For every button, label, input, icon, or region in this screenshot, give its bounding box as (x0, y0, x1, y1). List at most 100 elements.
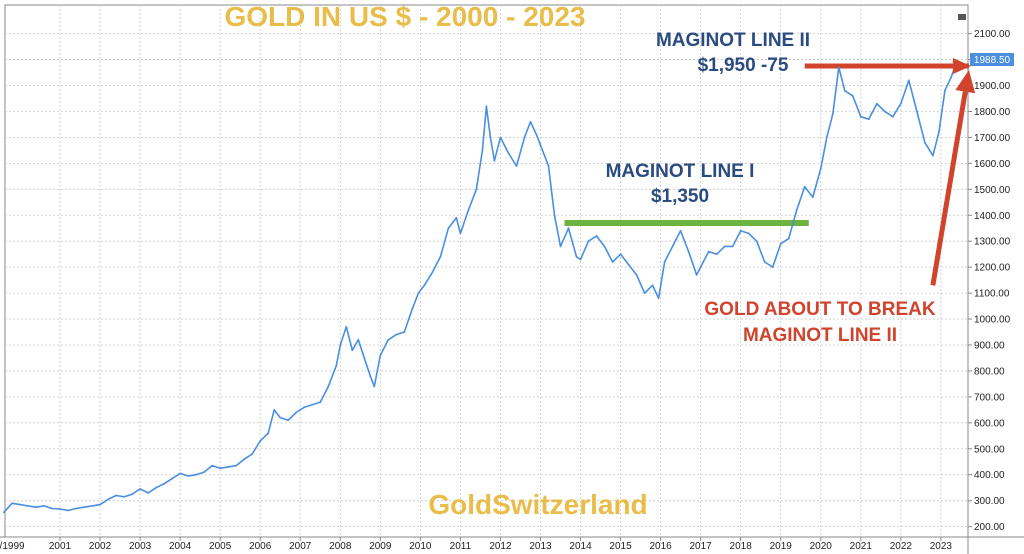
gold-price-point (619, 253, 622, 256)
gold-price-point (147, 492, 150, 494)
x-tick-label: 2020 (810, 541, 833, 552)
gold-price-point (303, 406, 306, 409)
y-tick-label: 1600.00 (974, 159, 1011, 170)
gold-price-point (91, 505, 93, 507)
maginot-line-2-value: $1,950 -75 (698, 55, 789, 76)
y-tick-label: 1500.00 (974, 185, 1011, 196)
gold-price-point (787, 237, 790, 240)
gold-price-point (899, 102, 902, 105)
gold-price-point (19, 503, 21, 506)
chart-menu-button[interactable] (958, 14, 966, 20)
y-tick-label: 1700.00 (974, 133, 1011, 144)
gold-price-point (699, 266, 702, 268)
gold-price-point (431, 271, 434, 274)
gold-price-point (535, 133, 538, 136)
gold-price-point (595, 235, 598, 237)
breakout-annotation-line1: GOLD ABOUT TO BREAK (704, 299, 935, 320)
gold-price-point (819, 167, 822, 170)
breakout-arrow (930, 58, 976, 286)
gold-price-point (515, 165, 518, 167)
gold-price-point (907, 79, 910, 82)
gold-price-point (351, 349, 354, 352)
gold-price-point (219, 467, 222, 470)
gold-price-point (575, 255, 578, 258)
gold-price-point (417, 292, 420, 294)
gold-price-point (851, 95, 854, 97)
y-tick-label: 1200.00 (974, 263, 1011, 274)
x-tick-label: 2001 (49, 541, 72, 552)
y-tick-label: 200.00 (974, 522, 1005, 533)
x-tick-label: 2010 (409, 541, 432, 552)
gold-price-point (843, 89, 846, 92)
maginot-line-1-label: MAGINOT LINE I (606, 161, 755, 182)
gold-price-point (51, 507, 53, 510)
gold-price-point (723, 245, 726, 248)
y-tick-label: 1100.00 (974, 289, 1010, 300)
gold-price-point (335, 364, 338, 367)
gold-price-point (67, 509, 69, 512)
gold-price-point (327, 385, 330, 388)
grid (0, 4, 1024, 554)
gold-price-point (883, 110, 886, 113)
breakout-arrow-shaft (930, 91, 968, 286)
gold-price-point (99, 503, 101, 506)
x-tick-label: 8/1999 (0, 541, 25, 552)
gold-price-point (539, 144, 542, 147)
gold-price-point (507, 152, 510, 154)
gold-price-point (837, 66, 840, 69)
x-tick-label: 2019 (770, 541, 793, 552)
gold-price-point (635, 274, 638, 276)
gold-price-point (357, 338, 360, 341)
gold-price-point (455, 216, 458, 219)
gold-price-point (944, 89, 946, 92)
gold-price-point (825, 136, 828, 139)
x-tick-label: 2014 (569, 541, 592, 552)
series (3, 61, 958, 514)
gold-price-point (83, 506, 85, 509)
last-price-tag: 1988.50 (970, 53, 1014, 66)
gold-price-point (657, 297, 660, 300)
gold-price-point (553, 214, 556, 217)
gold-price-point (707, 250, 710, 253)
gold-price-point (567, 227, 570, 230)
gold-price-point (938, 131, 940, 134)
gold-price-point (287, 419, 290, 422)
last-price-label: 1988.50 (974, 55, 1011, 66)
gold-price-point (59, 508, 61, 510)
gold-price-point (155, 486, 158, 489)
gold-price-point (43, 505, 45, 507)
x-tick-label: 2013 (529, 541, 552, 552)
gold-price-point (867, 118, 870, 121)
gold-price-point (319, 401, 322, 403)
gold-price-point (779, 242, 782, 245)
gold-price-point (273, 409, 276, 411)
gold-price-point (485, 105, 488, 108)
y-tick-label: 900.00 (974, 340, 1005, 351)
y-tick-label: 500.00 (974, 444, 1005, 455)
gold-price-point (795, 209, 798, 212)
gold-price-point (811, 196, 814, 199)
gold-price-point (715, 253, 718, 256)
maginot-line-2-label: MAGINOT LINE II (656, 30, 810, 51)
gold-price-point (731, 245, 734, 248)
gold-price-point (203, 471, 206, 473)
gold-price-point (467, 209, 470, 212)
gold-price-point (339, 344, 342, 346)
gold-price-point (523, 136, 526, 139)
y-tick-label: 700.00 (974, 392, 1005, 403)
x-tick-label: 2006 (249, 541, 272, 552)
gold-price-point (259, 440, 262, 442)
x-tick-label: 2017 (690, 541, 713, 552)
gold-price-point (916, 110, 918, 113)
gold-price-point (695, 274, 698, 276)
gold-price-point (363, 357, 366, 359)
gold-price-point (831, 113, 834, 115)
gold-price-point (235, 464, 238, 467)
watermark-goldswitzerland: GoldSwitzerland (428, 489, 647, 520)
gold-price-point (75, 507, 77, 510)
gold-price-point (924, 141, 926, 144)
gold-price-point (747, 232, 750, 235)
gold-price-point (267, 432, 270, 435)
gold-price-point (651, 284, 654, 287)
